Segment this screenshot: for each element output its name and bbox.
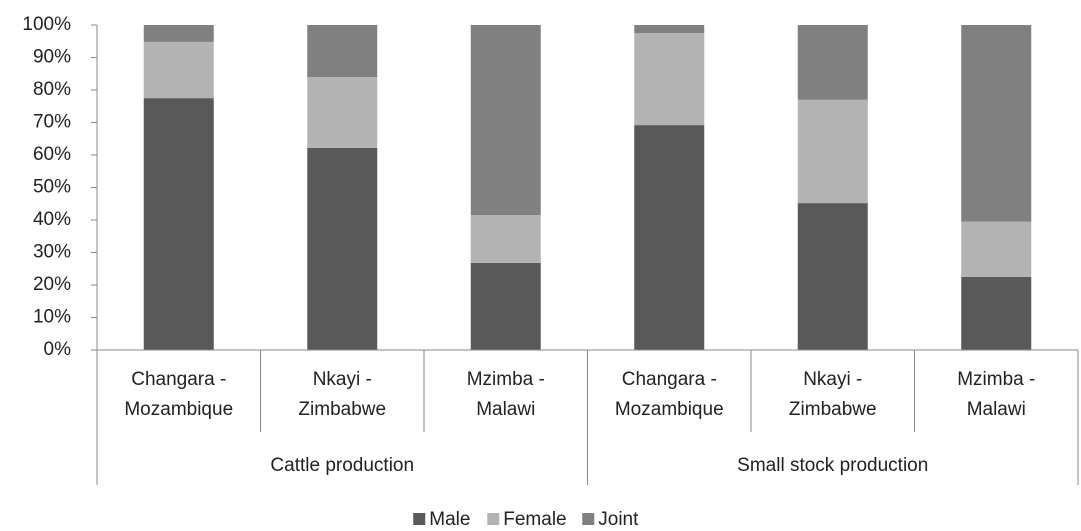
y-tick-label: 30%: [33, 242, 71, 263]
x-tick-label: Changara - Mozambique: [614, 369, 724, 420]
bar-segment: [797, 203, 868, 350]
legend-swatch: [413, 513, 426, 525]
x-tick-label: Nkayi - Zimbabwe: [788, 369, 877, 420]
bar-segment: [470, 262, 541, 350]
group-label: Small stock production: [737, 455, 928, 476]
legend-label: Male: [429, 509, 470, 530]
bar-segment: [307, 147, 378, 350]
bar-segment: [470, 215, 541, 263]
x-tick-label: Mzimba - Malawi: [466, 369, 545, 420]
x-tick-label: Nkayi - Zimbabwe: [298, 369, 387, 420]
group-label: Cattle production: [270, 455, 414, 476]
bar-segment: [961, 25, 1032, 222]
legend-swatch: [582, 513, 595, 525]
y-tick-label: 10%: [33, 307, 71, 328]
bar-segment: [143, 41, 214, 99]
y-tick-label: 50%: [33, 177, 71, 198]
y-tick-label: 40%: [33, 209, 71, 230]
y-tick-label: 20%: [33, 274, 71, 295]
bar-segment: [797, 25, 868, 100]
x-tick-label: Changara - Mozambique: [124, 369, 234, 420]
bar-segment: [307, 25, 378, 77]
bar-segment: [470, 25, 541, 216]
y-tick-label: 70%: [33, 112, 71, 133]
legend-swatch: [487, 513, 500, 525]
bar-segment: [634, 33, 705, 126]
bar-segment: [143, 25, 214, 42]
y-tick-label: 90%: [33, 47, 71, 68]
y-tick-label: 80%: [33, 79, 71, 100]
y-tick-label: 0%: [44, 339, 72, 360]
bar-segment: [797, 99, 868, 204]
bar-segment: [634, 125, 705, 350]
bar-segment: [961, 221, 1032, 277]
y-tick-label: 60%: [33, 144, 71, 165]
bar-segment: [961, 276, 1032, 350]
y-tick-label: 100%: [22, 14, 71, 35]
legend-label: Female: [503, 509, 566, 530]
bar-segment: [634, 25, 705, 34]
legend-label: Joint: [598, 509, 639, 530]
x-tick-label: Mzimba - Malawi: [957, 369, 1036, 420]
bar-segment: [143, 98, 214, 350]
bar-segment: [307, 77, 378, 148]
